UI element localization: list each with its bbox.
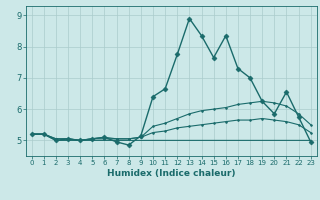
X-axis label: Humidex (Indice chaleur): Humidex (Indice chaleur) [107, 169, 236, 178]
